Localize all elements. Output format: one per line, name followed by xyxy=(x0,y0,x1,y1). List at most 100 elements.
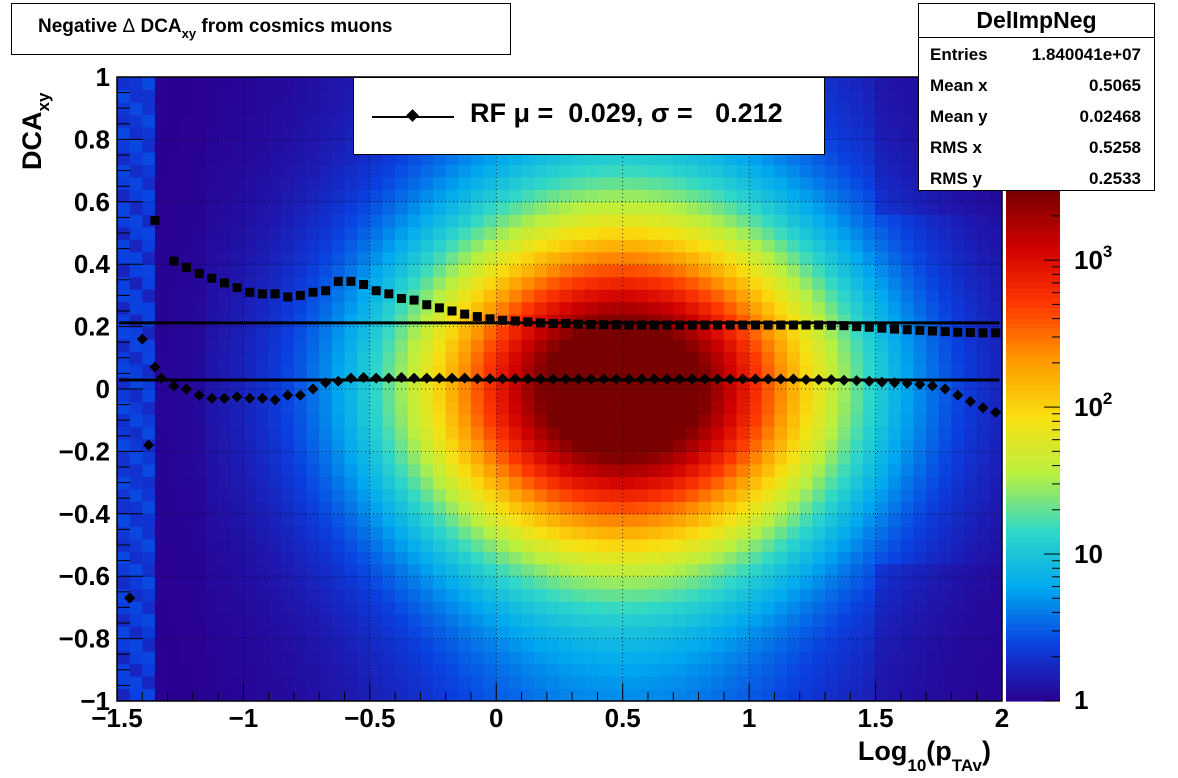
heatmap-cell xyxy=(976,314,990,328)
heatmap-cell xyxy=(774,413,788,428)
heatmap-cell xyxy=(875,339,889,353)
heatmap-cell xyxy=(685,214,700,228)
sigma-point xyxy=(953,327,963,337)
heatmap-cell xyxy=(508,239,523,253)
heatmap-cell xyxy=(761,688,776,701)
colorbar-swatch xyxy=(1006,333,1060,339)
heatmap-cell xyxy=(787,301,801,315)
heatmap-cell xyxy=(761,476,776,490)
sigma-point xyxy=(434,303,444,313)
heatmap-cell xyxy=(420,164,434,178)
heatmap-cell xyxy=(559,326,573,340)
heatmap-cell xyxy=(774,164,788,178)
heatmap-cell xyxy=(648,538,662,552)
heatmap-cell xyxy=(875,189,889,203)
heatmap-cell xyxy=(268,438,282,452)
heatmap-cell xyxy=(218,526,232,540)
heatmap-cell xyxy=(711,426,725,440)
heatmap-cell xyxy=(546,201,561,215)
heatmap-cell xyxy=(294,226,308,240)
heatmap-cell xyxy=(331,488,346,502)
heatmap-cell xyxy=(129,538,143,552)
heatmap-cell xyxy=(749,663,763,677)
heatmap-cell xyxy=(508,638,523,652)
heatmap-cell xyxy=(900,339,915,353)
heatmap-cell xyxy=(736,501,750,515)
heatmap-cell xyxy=(230,239,245,253)
heatmap-cell xyxy=(306,601,320,615)
sigma-point xyxy=(725,320,735,330)
heatmap-cell xyxy=(243,588,257,602)
heatmap-cell xyxy=(445,164,459,178)
heatmap-cell xyxy=(471,239,485,253)
heatmap-cell xyxy=(584,563,599,577)
heatmap-cell xyxy=(508,451,523,465)
heatmap-cell xyxy=(319,326,333,340)
heatmap-cell xyxy=(256,638,270,652)
mean-point xyxy=(345,372,357,384)
heatmap-cell xyxy=(660,538,674,552)
heatmap-cell xyxy=(180,526,194,540)
heatmap-cell xyxy=(521,301,535,315)
heatmap-cell xyxy=(976,239,990,253)
heatmap-cell xyxy=(129,676,143,690)
heatmap-cell xyxy=(395,651,409,665)
heatmap-cell xyxy=(850,638,864,652)
heatmap-cell xyxy=(787,488,801,502)
mean-point xyxy=(218,392,230,404)
heatmap-cell xyxy=(180,189,194,203)
heatmap-cell xyxy=(433,264,447,278)
heatmap-cell xyxy=(369,476,384,490)
heatmap-cell xyxy=(458,438,472,452)
heatmap-cell xyxy=(597,413,611,428)
heatmap-cell xyxy=(357,389,371,403)
heatmap-cell xyxy=(256,576,270,590)
heatmap-cell xyxy=(546,251,561,265)
heatmap-cell xyxy=(230,426,245,440)
heatmap-cell xyxy=(761,438,776,452)
heatmap-cell xyxy=(508,364,523,378)
heatmap-cell xyxy=(559,651,573,665)
heatmap-cell xyxy=(192,251,207,265)
heatmap-cell xyxy=(951,451,965,465)
heatmap-cell xyxy=(142,339,156,353)
heatmap-cell xyxy=(192,126,207,140)
heatmap-cell xyxy=(129,488,143,502)
heatmap-cell xyxy=(445,189,459,203)
colorbar-swatch xyxy=(1006,563,1060,569)
heatmap-cell xyxy=(723,526,738,540)
heatmap-cell xyxy=(471,651,485,665)
heatmap-cell xyxy=(850,126,864,140)
heatmap-cell xyxy=(445,214,459,228)
heatmap-cell xyxy=(117,326,131,340)
heatmap-cell xyxy=(407,339,422,353)
heatmap-cell xyxy=(306,401,320,415)
heatmap-cell xyxy=(951,289,965,303)
heatmap-cell xyxy=(964,601,978,615)
heatmap-cell xyxy=(749,289,763,303)
heatmap-cell xyxy=(951,638,965,652)
heatmap-cell xyxy=(534,151,548,165)
heatmap-cell xyxy=(256,301,270,315)
heatmap-cell xyxy=(900,451,915,465)
heatmap-cell xyxy=(420,401,434,415)
heatmap-cell xyxy=(243,513,257,527)
sigma-point xyxy=(270,289,280,299)
heatmap-cell xyxy=(395,389,409,403)
sigma-point xyxy=(169,256,179,266)
heatmap-cell xyxy=(622,588,636,602)
heatmap-cell xyxy=(129,114,143,128)
heatmap-cell xyxy=(496,176,510,190)
heatmap-cell xyxy=(142,563,156,577)
heatmap-cell xyxy=(180,613,194,627)
heatmap-cell xyxy=(458,239,472,253)
heatmap-cell xyxy=(294,89,308,103)
heatmap-cell xyxy=(648,551,662,565)
heatmap-cell xyxy=(825,638,839,652)
heatmap-cell xyxy=(483,426,497,440)
heatmap-cell xyxy=(837,451,851,465)
heatmap-cell xyxy=(723,351,738,365)
heatmap-cell xyxy=(294,201,308,215)
heatmap-cell xyxy=(584,364,599,378)
heatmap-cell xyxy=(534,351,548,365)
